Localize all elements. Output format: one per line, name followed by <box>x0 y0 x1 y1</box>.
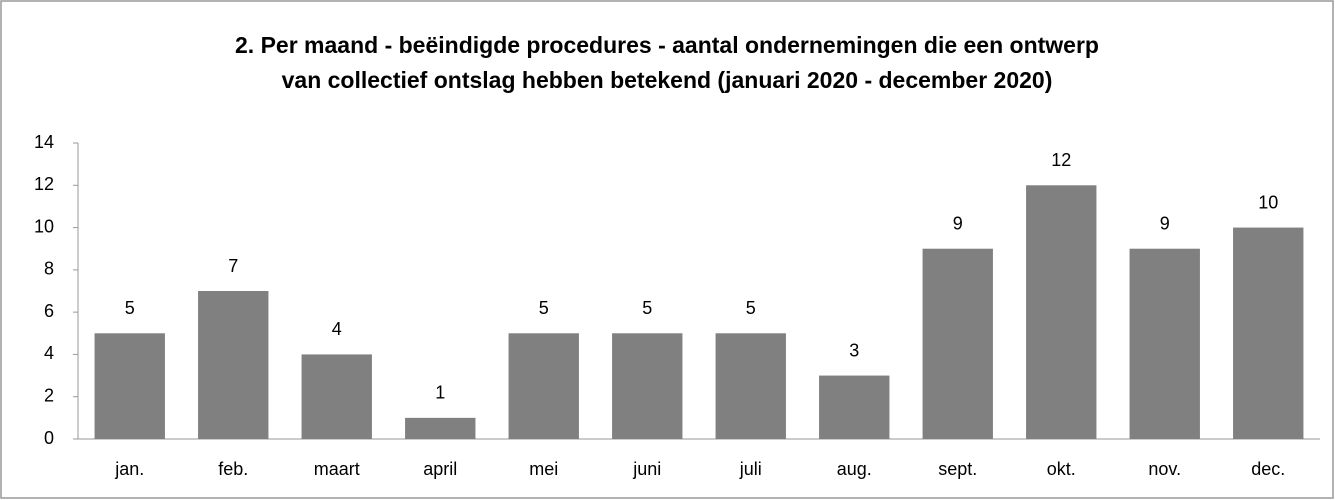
x-tick-label: dec. <box>1251 459 1285 479</box>
data-label: 9 <box>1160 213 1170 233</box>
y-tick-label: 8 <box>44 259 54 279</box>
bar <box>715 333 786 439</box>
bar <box>94 333 165 439</box>
data-label: 5 <box>746 298 756 318</box>
y-tick-label: 6 <box>44 301 54 321</box>
bar <box>301 354 372 439</box>
x-tick-label: okt. <box>1047 459 1076 479</box>
y-tick-label: 14 <box>34 132 54 152</box>
bar <box>198 291 269 439</box>
data-label: 9 <box>953 213 963 233</box>
x-tick-label: jan. <box>114 459 144 479</box>
data-label: 7 <box>228 256 238 276</box>
x-tick-label: nov. <box>1148 459 1181 479</box>
x-tick-label: april <box>423 459 457 479</box>
bar <box>819 375 890 439</box>
x-tick-label: juni <box>632 459 661 479</box>
data-label: 5 <box>125 298 135 318</box>
y-tick-label: 4 <box>44 343 54 363</box>
data-label: 5 <box>642 298 652 318</box>
bar <box>405 417 476 439</box>
data-label: 5 <box>539 298 549 318</box>
data-label: 12 <box>1051 150 1071 170</box>
x-tick-label: juli <box>739 459 762 479</box>
data-label: 4 <box>332 319 342 339</box>
y-tick-label: 2 <box>44 385 54 405</box>
y-tick-label: 12 <box>34 174 54 194</box>
data-label: 10 <box>1258 192 1278 212</box>
bar <box>1129 248 1200 439</box>
bar <box>922 248 993 439</box>
bar <box>1233 227 1304 439</box>
y-tick-label: 10 <box>34 216 54 236</box>
x-tick-label: sept. <box>938 459 977 479</box>
data-label: 3 <box>849 340 859 360</box>
x-tick-label: maart <box>314 459 360 479</box>
x-tick-label: feb. <box>218 459 248 479</box>
data-label: 1 <box>435 383 445 403</box>
chart-title: van collectief ontslag hebben betekend (… <box>282 67 1053 93</box>
x-tick-label: aug. <box>837 459 872 479</box>
bar <box>612 333 683 439</box>
bar <box>508 333 579 439</box>
chart-title: 2. Per maand - beëindigde procedures - a… <box>235 32 1099 58</box>
bar <box>1026 185 1097 439</box>
x-tick-label: mei <box>529 459 558 479</box>
y-tick-label: 0 <box>44 428 54 448</box>
